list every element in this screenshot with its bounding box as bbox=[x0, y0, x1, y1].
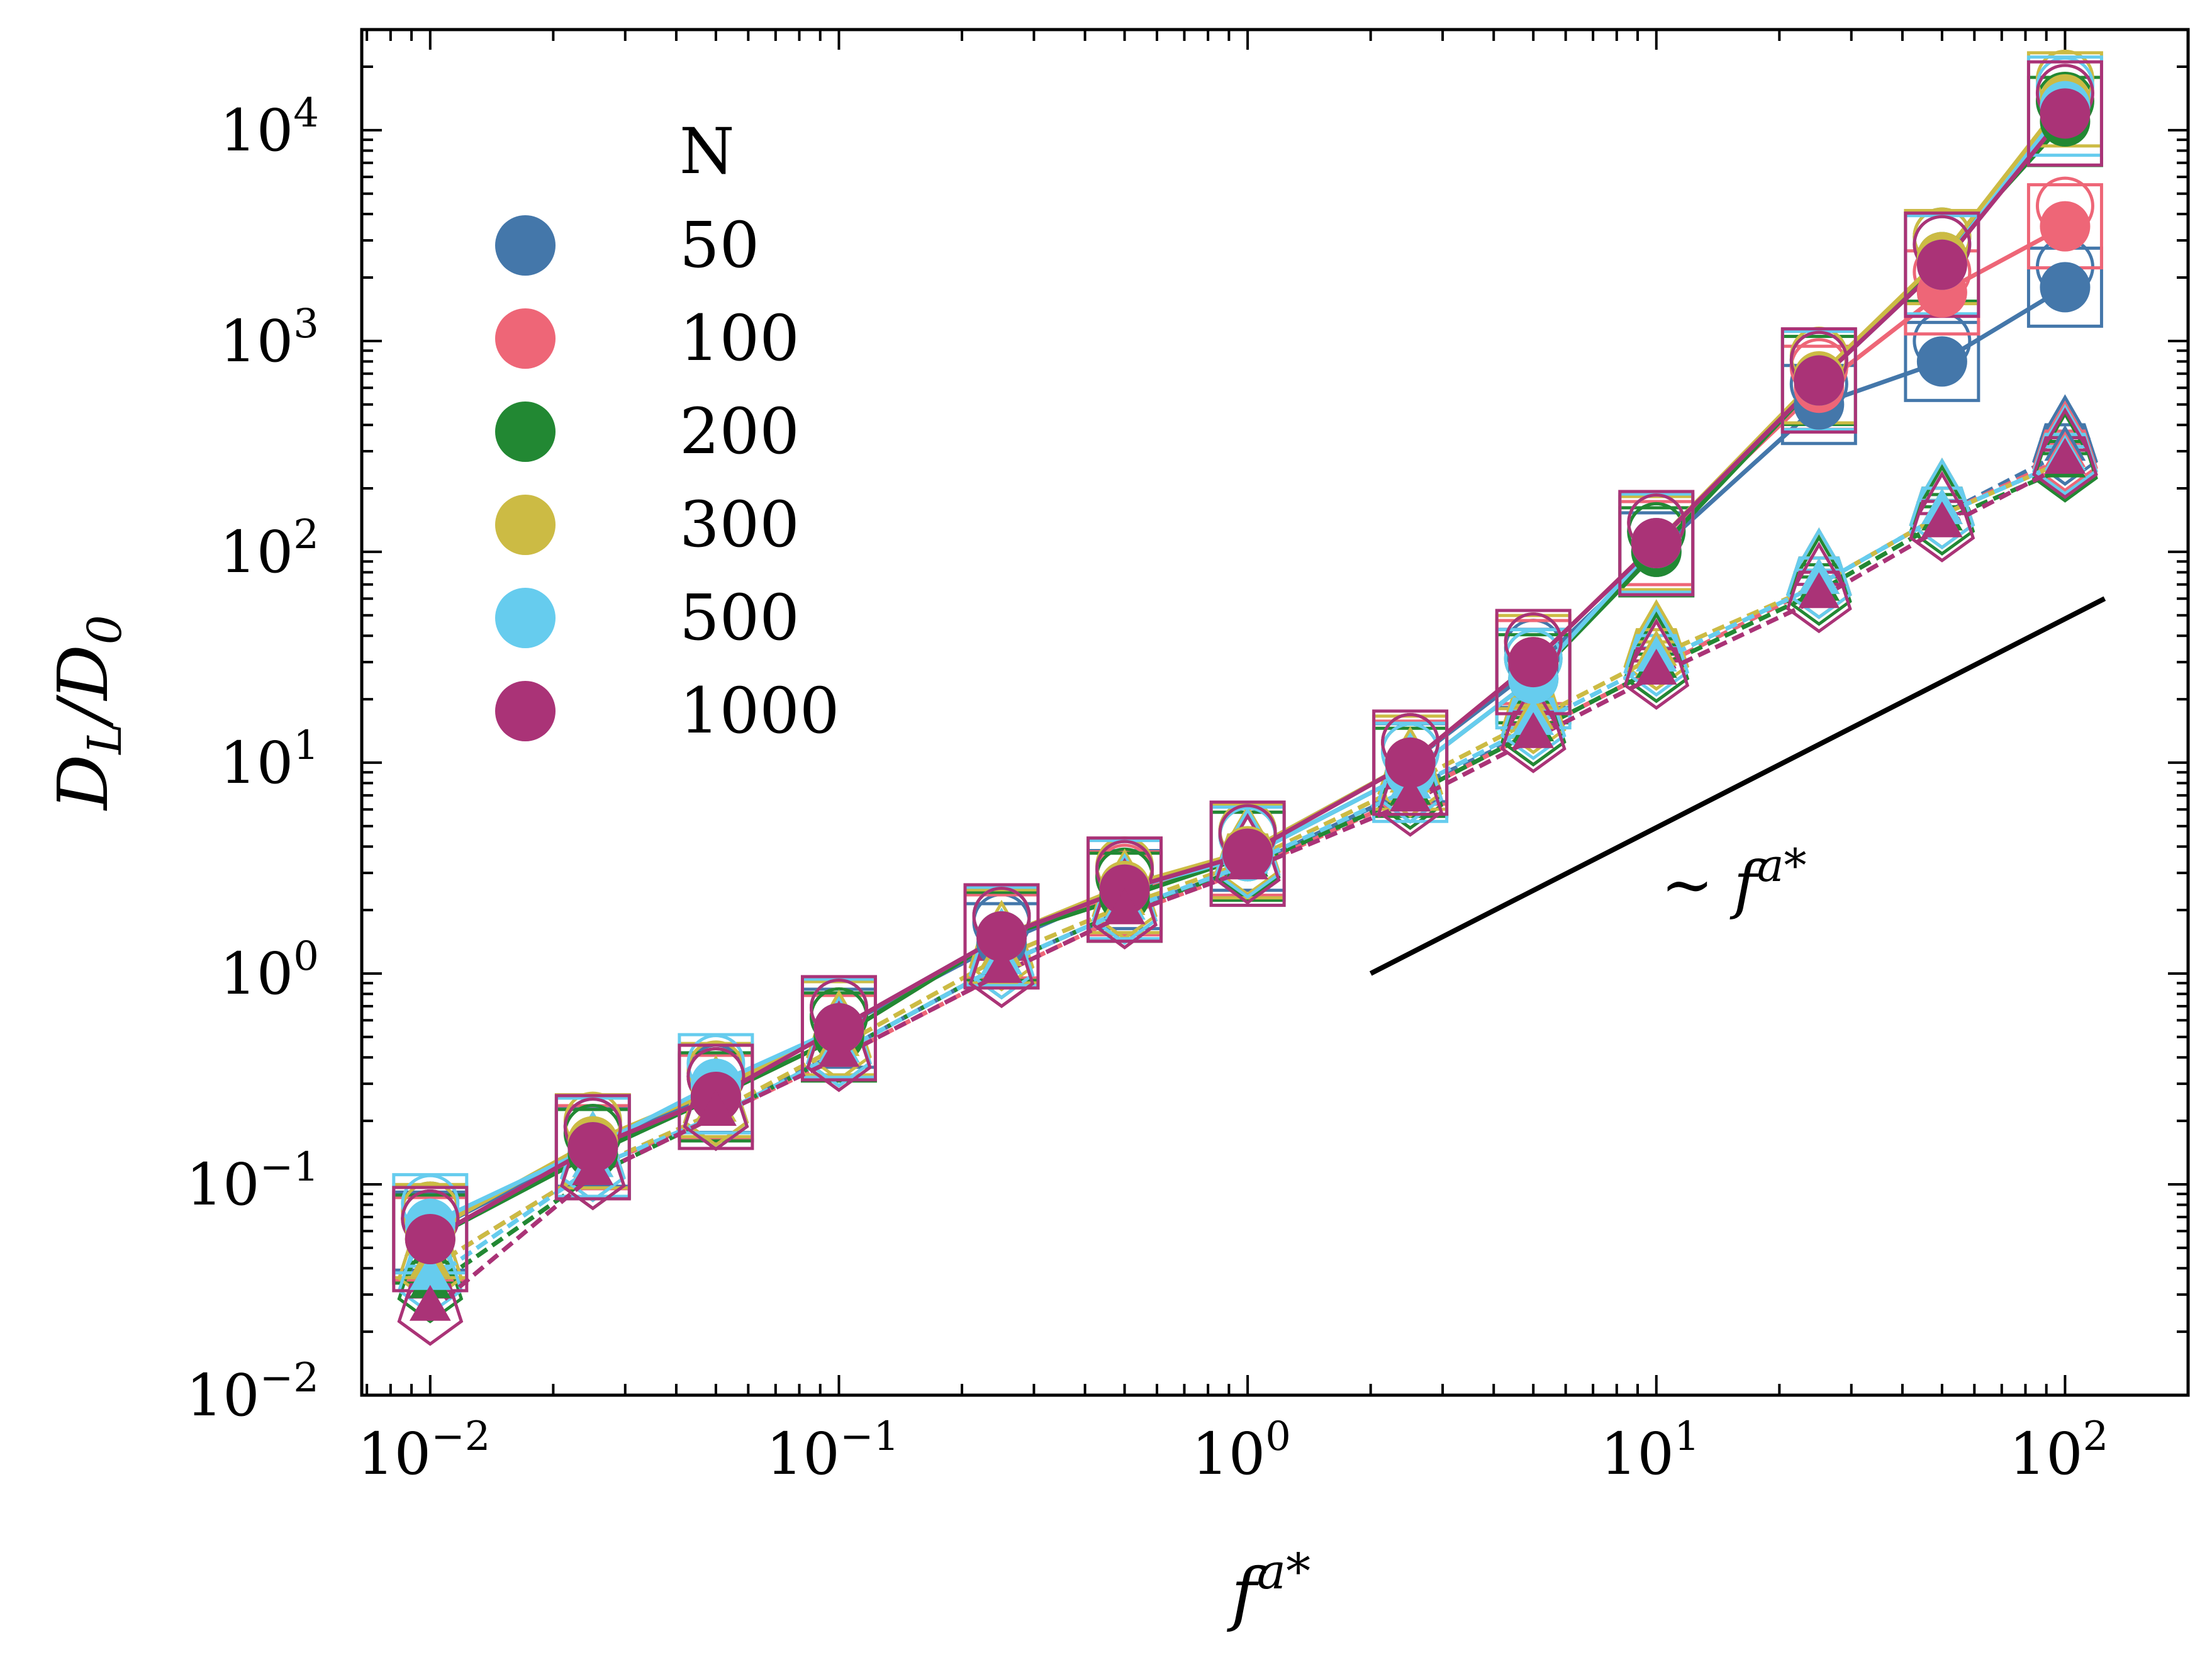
x-tick-label: 102 bbox=[2009, 1413, 2109, 1488]
y-tick-label: 102 bbox=[220, 512, 319, 586]
filled-triangle-marker bbox=[1635, 648, 1677, 685]
legend-marker-300 bbox=[495, 495, 556, 555]
filled-triangle-marker bbox=[1389, 775, 1431, 812]
reference-line bbox=[1369, 596, 2106, 976]
x-tick-label: 101 bbox=[1600, 1413, 1700, 1488]
y-axis-title: DL/D0 bbox=[43, 615, 132, 811]
filled-triangle-marker bbox=[1921, 501, 1963, 537]
series-300-filled-markers bbox=[405, 74, 2091, 1278]
legend-label-500: 500 bbox=[679, 581, 800, 654]
filled-circle-marker bbox=[405, 1213, 455, 1264]
filled-circle-marker bbox=[813, 1002, 864, 1053]
legend-title: N bbox=[679, 115, 735, 188]
x-tick-label: 10−2 bbox=[357, 1413, 490, 1488]
y-tick-label: 10−1 bbox=[186, 1144, 319, 1218]
y-tick-label: 103 bbox=[220, 301, 319, 375]
legend-label-50: 50 bbox=[679, 208, 759, 282]
filled-triangle-marker bbox=[409, 1284, 451, 1321]
filled-triangle-marker bbox=[1103, 888, 1146, 924]
open-square-marker bbox=[1086, 836, 1163, 943]
filled-triangle-marker bbox=[2044, 437, 2086, 474]
x-axis-title: fa* bbox=[1227, 1544, 1310, 1634]
series-solid-line bbox=[429, 98, 2067, 1233]
tick-layer: 10−2 10−1 100 101 102 10−2 10−1 100 101 102 103 104 bbox=[186, 28, 2189, 1488]
filled-triangle-marker bbox=[981, 946, 1022, 983]
y-tick-label: 100 bbox=[220, 933, 319, 1008]
filled-circle-marker bbox=[1916, 239, 1967, 290]
y-tick-label: 104 bbox=[220, 90, 319, 164]
filled-triangle-marker bbox=[818, 1031, 860, 1067]
filled-circle-marker bbox=[976, 911, 1027, 962]
legend-marker-200 bbox=[495, 401, 556, 462]
filled-circle-marker bbox=[1631, 518, 1682, 569]
legend-label-1000: 1000 bbox=[679, 674, 840, 748]
series-200 bbox=[392, 72, 2103, 1323]
open-square-marker bbox=[963, 883, 1040, 990]
filled-circle-marker bbox=[1916, 336, 1967, 387]
series-300 bbox=[392, 49, 2103, 1303]
filled-circle-marker bbox=[567, 1121, 618, 1172]
filled-triangle-marker bbox=[572, 1149, 614, 1186]
reference-line-label: ∼ fa* bbox=[1661, 839, 1807, 921]
series-layer bbox=[392, 49, 2103, 1346]
reference-line-group: ∼ fa* bbox=[1369, 596, 2106, 976]
open-square-marker bbox=[1780, 327, 1857, 434]
open-square-marker bbox=[800, 975, 877, 1082]
filled-circle-marker bbox=[2040, 88, 2091, 139]
legend-marker-50 bbox=[495, 215, 556, 276]
plot-frame bbox=[360, 28, 2190, 1397]
x-tick-label: 10−1 bbox=[766, 1413, 899, 1488]
series-1000-filled-markers bbox=[405, 88, 2091, 1321]
series-500-filled-markers bbox=[405, 81, 2091, 1290]
filled-triangle-marker bbox=[1512, 712, 1555, 748]
series-solid-line bbox=[429, 104, 2067, 1226]
open-pentagon-marker bbox=[1785, 556, 1852, 619]
x-tick-label: 100 bbox=[1192, 1413, 1291, 1488]
filled-triangle-marker bbox=[409, 1254, 451, 1290]
legend-label-300: 300 bbox=[679, 488, 800, 561]
filled-circle-marker bbox=[2040, 201, 2091, 252]
legend-marker-100 bbox=[495, 308, 556, 369]
y-tick-label: 10−2 bbox=[186, 1355, 319, 1429]
filled-circle-marker bbox=[1385, 737, 1436, 788]
legend: N 50 100 200 300 500 1000 bbox=[495, 115, 840, 748]
axis-labels: fa* DL/D0 bbox=[43, 615, 1310, 1634]
open-square-marker bbox=[1904, 320, 1980, 402]
series-1000 bbox=[392, 60, 2103, 1346]
filled-circle-marker bbox=[2040, 262, 2091, 313]
legend-label-200: 200 bbox=[679, 395, 800, 468]
y-tick-label: 101 bbox=[220, 722, 319, 797]
series-solid-line bbox=[429, 120, 2067, 1242]
filled-triangle-marker bbox=[1227, 843, 1268, 880]
filled-triangle-marker bbox=[1798, 572, 1840, 609]
open-square-marker bbox=[2026, 60, 2103, 167]
legend-marker-500 bbox=[495, 588, 556, 648]
series-solid-line bbox=[429, 112, 2067, 1242]
legend-label-100: 100 bbox=[679, 301, 800, 375]
filled-triangle-marker bbox=[695, 1090, 737, 1126]
open-square-marker bbox=[1618, 490, 1695, 597]
filled-circle-marker bbox=[1794, 355, 1845, 406]
legend-marker-1000 bbox=[495, 681, 556, 741]
open-square-marker bbox=[554, 1094, 631, 1201]
filled-circle-marker bbox=[1508, 637, 1559, 688]
open-square-marker bbox=[1372, 709, 1449, 816]
